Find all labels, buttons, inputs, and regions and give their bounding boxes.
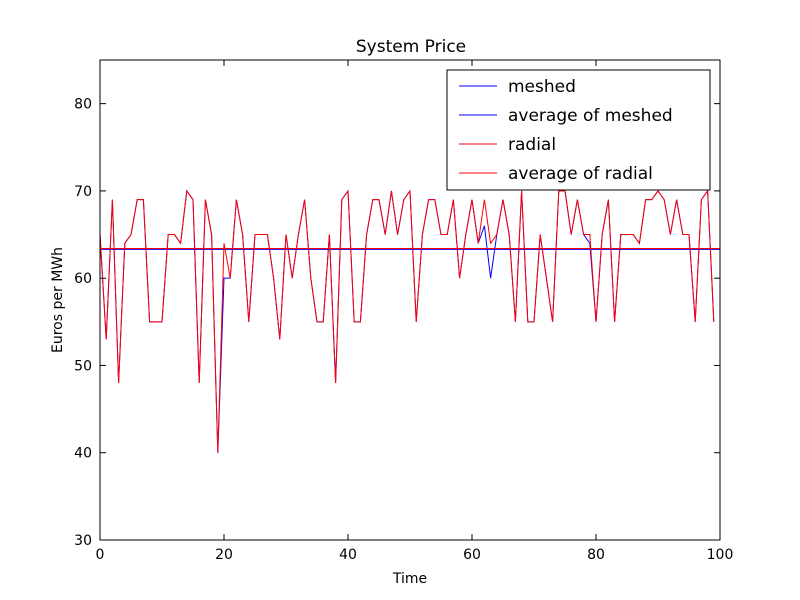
x-axis-label: Time: [392, 571, 427, 587]
chart-title: System Price: [356, 37, 466, 57]
series-line-0: [99, 189, 715, 453]
x-tick-label: 40: [339, 547, 357, 563]
y-tick-label: 40: [74, 446, 92, 462]
y-tick-label: 50: [74, 358, 92, 374]
legend: meshed average of meshed radial average of …: [446, 69, 711, 191]
x-tick-label: 100: [707, 547, 734, 563]
x-tick-label: 80: [587, 547, 605, 563]
legend-entry: radial: [508, 135, 556, 155]
y-tick-label: 30: [74, 533, 92, 549]
plot-frame: [99, 59, 721, 541]
y-axis-label: Euros per MWh: [50, 247, 66, 353]
legend-entry: average of radial: [508, 164, 653, 184]
legend-entry: average of meshed: [508, 106, 673, 126]
legend-entry: meshed: [508, 77, 576, 97]
legend-box: [446, 69, 711, 191]
x-tick-label: 60: [463, 547, 481, 563]
y-tick-label: 70: [74, 184, 92, 200]
x-tick-label: 20: [215, 547, 233, 563]
y-tick-label: 80: [74, 97, 92, 113]
series-line-2: [99, 189, 715, 453]
y-tick-label: 60: [74, 271, 92, 287]
axis-ticks: 0 20 40 60 80 100 30 40 50 60 70 80: [74, 60, 733, 563]
plot-lines: [99, 189, 720, 453]
x-tick-label: 0: [96, 547, 105, 563]
